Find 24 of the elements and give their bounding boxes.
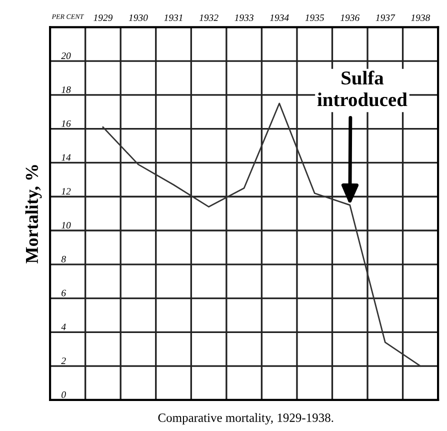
x-tick-label: 1933	[234, 14, 254, 22]
y-tick-label: 6	[62, 290, 66, 296]
y-tick-label: 0	[62, 391, 66, 398]
y-axis-title: Mortality, %	[25, 165, 42, 264]
y-tick-label: 2	[61, 358, 66, 364]
x-tick-label: 1932	[199, 14, 218, 22]
x-tick-label: 1934	[270, 14, 289, 22]
x-tick-label: 1937	[376, 14, 396, 22]
x-tick-label: 1930	[128, 14, 148, 22]
x-tick-label: 1929	[94, 14, 113, 22]
y-tick-label: 12	[62, 188, 71, 195]
y-tick-label: 16	[62, 120, 71, 127]
y-tick-label: 20	[61, 52, 71, 60]
x-tick-label: 1931	[164, 14, 182, 22]
y-tick-label: 18	[62, 86, 71, 93]
y-tick-label: 4	[61, 324, 66, 330]
y-tick-label: 14	[62, 154, 71, 161]
y-tick-label: 10	[62, 222, 71, 229]
text: Comparative mortality, 1929-1938.	[158, 413, 334, 425]
y-tick-label: 8	[61, 256, 66, 262]
annotation: Sulfa introduced	[317, 70, 408, 106]
x-tick-label: 1935	[305, 14, 324, 22]
x-tick-label: 1936	[340, 14, 360, 22]
x-tick-label: 1938	[411, 14, 430, 22]
